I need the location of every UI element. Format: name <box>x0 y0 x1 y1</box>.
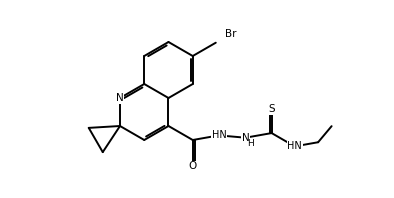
Text: S: S <box>268 104 275 114</box>
Text: HN: HN <box>287 141 302 151</box>
Text: Br: Br <box>225 29 236 39</box>
Text: O: O <box>189 161 197 171</box>
Text: N: N <box>116 93 124 103</box>
Text: H: H <box>247 139 254 148</box>
Text: N: N <box>242 133 249 143</box>
Text: HN: HN <box>212 130 226 140</box>
